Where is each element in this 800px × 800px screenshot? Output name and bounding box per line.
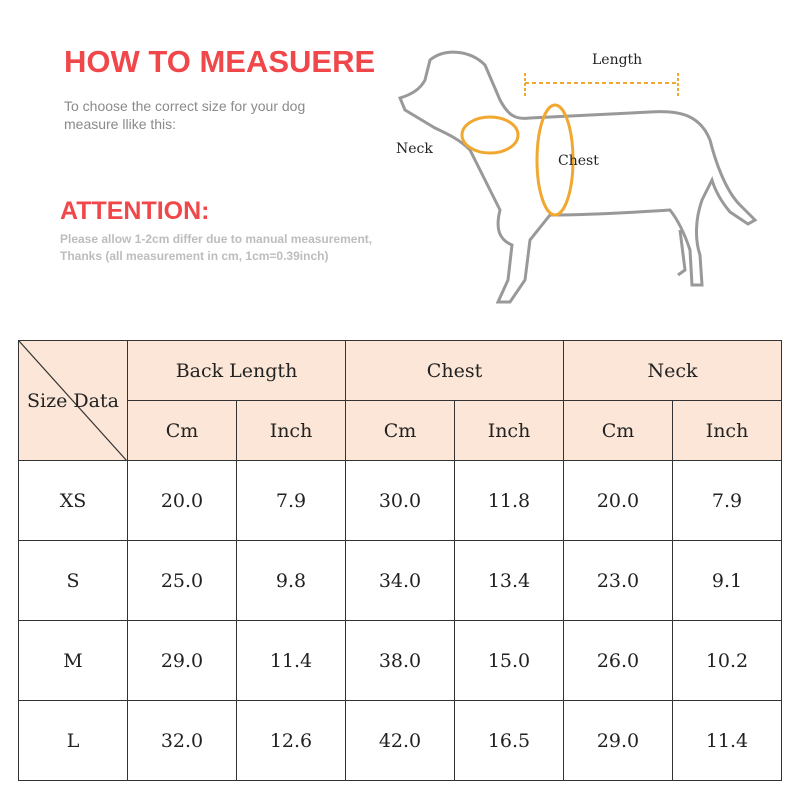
value-cell: 15.0 — [454, 620, 564, 701]
dog-illustration — [397, 50, 758, 304]
value-cell: 38.0 — [345, 620, 455, 701]
size-cell: S — [18, 540, 128, 621]
unit-header: Cm — [345, 400, 455, 461]
page-title: HOW TO MEASUERE — [64, 44, 376, 79]
value-cell: 29.0 — [563, 700, 673, 781]
value-cell: 30.0 — [345, 460, 455, 541]
table-row: XS 20.0 7.9 30.0 11.8 20.0 7.9 — [18, 460, 782, 541]
group-header: Back Length — [127, 340, 346, 401]
value-cell: 7.9 — [236, 460, 346, 541]
value-cell: 7.9 — [672, 460, 782, 541]
note-line-2: Thanks (all measurement in cm, 1cm=0.39i… — [60, 249, 329, 263]
attention-note: Please allow 1-2cm differ due to manual … — [60, 231, 372, 265]
value-cell: 11.8 — [454, 460, 564, 541]
value-cell: 9.8 — [236, 540, 346, 621]
size-cell: L — [18, 700, 128, 781]
value-cell: 9.1 — [672, 540, 782, 621]
value-cell: 20.0 — [563, 460, 673, 541]
length-label: Length — [592, 52, 643, 68]
table-row: S 25.0 9.8 34.0 13.4 23.0 9.1 — [18, 540, 782, 621]
group-header: Neck — [563, 340, 782, 401]
value-cell: 13.4 — [454, 540, 564, 621]
value-cell: 10.2 — [672, 620, 782, 701]
group-header: Chest — [345, 340, 564, 401]
unit-header: Inch — [236, 400, 346, 461]
note-line-1: Please allow 1-2cm differ due to manual … — [60, 232, 373, 246]
table-row: M 29.0 11.4 38.0 15.0 26.0 10.2 — [18, 620, 782, 701]
unit-header: Inch — [454, 400, 564, 461]
neck-label: Neck — [396, 141, 433, 157]
value-cell: 12.6 — [236, 700, 346, 781]
value-cell: 11.4 — [672, 700, 782, 781]
table-row: L 32.0 12.6 42.0 16.5 29.0 11.4 — [18, 700, 782, 781]
size-cell: XS — [18, 460, 128, 541]
value-cell: 34.0 — [345, 540, 455, 621]
value-cell: 26.0 — [563, 620, 673, 701]
value-cell: 20.0 — [127, 460, 237, 541]
unit-header: Cm — [127, 400, 237, 461]
corner-cell: Size Data — [18, 340, 128, 461]
value-cell: 42.0 — [345, 700, 455, 781]
unit-header: Inch — [672, 400, 782, 461]
value-cell: 32.0 — [127, 700, 237, 781]
instructions: To choose the correct size for your dog … — [64, 98, 306, 132]
corner-label: Size Data — [27, 389, 119, 412]
dog-measurement-diagram: Length Neck Chest — [390, 40, 770, 330]
size-cell: M — [18, 620, 128, 701]
value-cell: 23.0 — [563, 540, 673, 621]
size-chart-table: Size Data Back Length Chest Neck Cm Inch C… — [18, 340, 782, 781]
unit-header: Cm — [563, 400, 673, 461]
value-cell: 25.0 — [127, 540, 237, 621]
diagonal-divider — [19, 341, 127, 461]
attention-title: ATTENTION: — [60, 197, 210, 225]
value-cell: 29.0 — [127, 620, 237, 701]
value-cell: 11.4 — [236, 620, 346, 701]
value-cell: 16.5 — [454, 700, 564, 781]
chest-label: Chest — [558, 153, 599, 169]
